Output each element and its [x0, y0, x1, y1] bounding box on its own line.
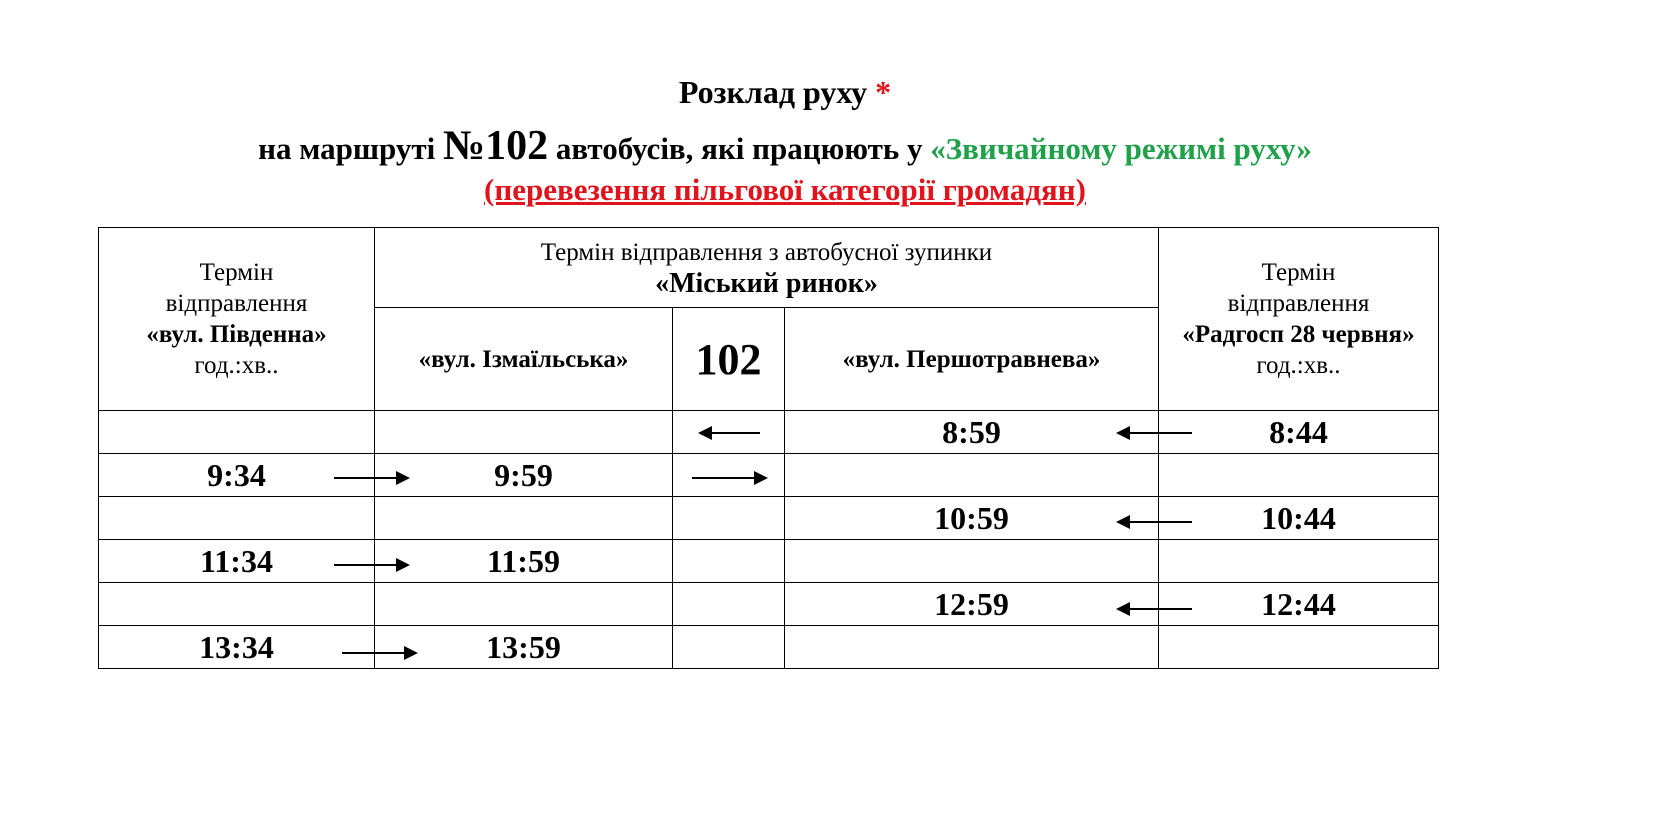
- table-row: 11:34 11:59: [98, 539, 1439, 583]
- time-cell: [784, 453, 1159, 497]
- time-cell: [98, 582, 375, 626]
- header-line: відправлення: [165, 290, 308, 317]
- header-stop: «Міський ринок»: [655, 267, 878, 299]
- time-cell: [374, 496, 673, 540]
- subtitle-middle: автобусів, які працюють у: [555, 131, 923, 166]
- time-cell: 13:34: [98, 625, 375, 669]
- arrow-left-icon: [698, 426, 760, 440]
- time-cell: 9:59: [374, 453, 673, 497]
- time-cell: [1158, 625, 1439, 669]
- header-line: Термін: [1261, 259, 1336, 286]
- schedule-subtitle: на маршруті №102 автобусів, які працюють…: [0, 122, 1570, 170]
- time-cell: 12:44: [1158, 582, 1439, 626]
- header-line: відправлення: [1227, 290, 1370, 317]
- header-unit: год.:хв..: [1256, 352, 1341, 379]
- time-cell: [374, 410, 673, 454]
- header-stop: «вул. Південна»: [146, 321, 327, 348]
- time-cell: [784, 539, 1159, 583]
- header-unit: год.:хв..: [194, 352, 279, 379]
- asterisk-mark: *: [875, 74, 892, 110]
- arrow-left-icon: [1116, 515, 1192, 529]
- time-cell: 10:44: [1158, 496, 1439, 540]
- title-text: Розклад руху: [678, 74, 868, 110]
- time-cell: [784, 625, 1159, 669]
- table-row: 8:59 8:44: [98, 410, 1439, 454]
- time-cell: 13:59: [374, 625, 673, 669]
- table-row: 9:34 9:59: [98, 453, 1439, 497]
- time-cell: 10:59: [784, 496, 1159, 540]
- arrow-left-icon: [1116, 426, 1192, 440]
- header-line: Термін: [199, 259, 274, 286]
- time-cell: [374, 582, 673, 626]
- arrow-right-icon: [342, 646, 418, 660]
- time-cell: [672, 625, 785, 669]
- time-cell: [98, 410, 375, 454]
- time-cell: [672, 582, 785, 626]
- header-line: Термін відправлення з автобусної зупинки: [540, 238, 993, 266]
- arrow-right-icon: [692, 471, 768, 485]
- arrow-right-icon: [334, 558, 410, 572]
- time-cell: 8:44: [1158, 410, 1439, 454]
- mode-label: «Звичайному режимі руху»: [930, 131, 1312, 166]
- time-cell: 9:34: [98, 453, 375, 497]
- table-row: 12:59 12:44: [98, 582, 1439, 626]
- time-cell: [672, 496, 785, 540]
- header-radhosp: Термін відправлення «Радгосп 28 червня» …: [1158, 227, 1439, 411]
- time-cell: [672, 539, 785, 583]
- time-cell: 11:59: [374, 539, 673, 583]
- route-number: №102: [442, 123, 549, 169]
- subheader-route: 102: [672, 307, 785, 411]
- subheader-pershotravneva: «вул. Першотравнева»: [784, 307, 1159, 411]
- header-stop: «Радгосп 28 червня»: [1182, 321, 1415, 348]
- time-cell: 12:59: [784, 582, 1159, 626]
- schedule-table: Термін відправлення «вул. Південна» год.…: [98, 227, 1439, 669]
- subheader-izmailska: «вул. Ізмаїльська»: [374, 307, 673, 411]
- time-cell: 8:59: [784, 410, 1159, 454]
- time-cell: [1158, 453, 1439, 497]
- category-note: (перевезення пільгової категорії громадя…: [0, 172, 1570, 208]
- table-row: 10:59 10:44: [98, 496, 1439, 540]
- time-cell: 11:34: [98, 539, 375, 583]
- category-text: (перевезення пільгової категорії громадя…: [484, 172, 1086, 207]
- time-cell: [1158, 539, 1439, 583]
- schedule-title: Розклад руху *: [0, 74, 1570, 111]
- table-row: 13:34 13:59: [98, 625, 1439, 669]
- arrow-left-icon: [1116, 602, 1192, 616]
- arrow-right-icon: [334, 471, 410, 485]
- header-pivdenna: Термін відправлення «вул. Південна» год.…: [98, 227, 375, 411]
- header-miskyi-rynok: Термін відправлення з автобусної зупинки…: [374, 227, 1159, 308]
- time-cell: [98, 496, 375, 540]
- subtitle-prefix: на маршруті: [258, 131, 436, 166]
